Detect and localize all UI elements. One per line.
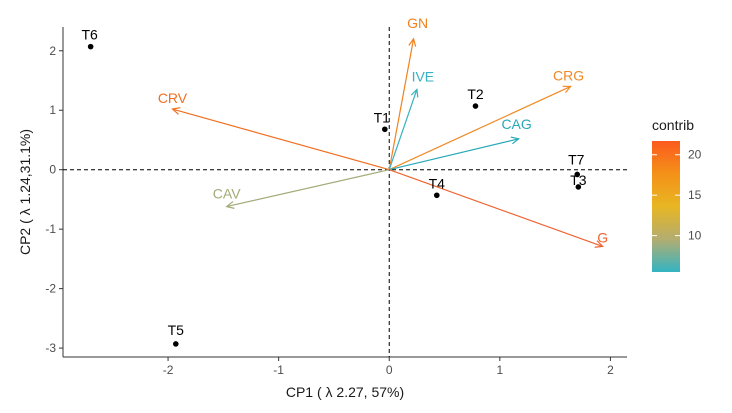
x-axis-title: CP1 ( λ 2.27, 57%) bbox=[286, 384, 404, 400]
arrow-shaft bbox=[389, 138, 519, 171]
observation-dot bbox=[574, 171, 581, 178]
variable-label: CAV bbox=[213, 186, 241, 202]
observation-points: T6 T1 T2 T4 T7 T3 T5 bbox=[81, 27, 587, 347]
variable-arrow-crg: CRG bbox=[388, 67, 584, 171]
variable-arrow-cag: CAG bbox=[389, 116, 532, 171]
x-tick-label: -2 bbox=[163, 363, 174, 377]
observation-t7: T7 bbox=[568, 151, 585, 178]
observation-dot bbox=[382, 126, 388, 133]
arrow-head bbox=[562, 85, 572, 94]
variable-arrow-ive: IVE bbox=[388, 68, 435, 170]
arrow-shaft bbox=[388, 89, 418, 170]
x-tick-label: 1 bbox=[496, 363, 503, 377]
arrow-head bbox=[510, 136, 520, 145]
variable-label: IVE bbox=[412, 68, 435, 84]
observation-t1: T1 bbox=[374, 109, 391, 133]
arrow-head bbox=[225, 201, 235, 209]
x-tick-label: 0 bbox=[386, 363, 393, 377]
arrow-shaft bbox=[388, 85, 571, 171]
observation-t2: T2 bbox=[467, 86, 484, 109]
legend-tick-label: 20 bbox=[688, 148, 702, 162]
arrow-head bbox=[410, 88, 419, 98]
observation-t5: T5 bbox=[168, 322, 185, 347]
legend-colorbar bbox=[652, 141, 680, 272]
observation-label: T7 bbox=[568, 151, 585, 167]
variable-arrow-crv: CRV bbox=[158, 90, 390, 171]
variable-label: CRV bbox=[158, 90, 188, 106]
observation-label: T2 bbox=[467, 86, 484, 102]
legend-tick-label: 10 bbox=[688, 229, 702, 243]
observation-t4: T4 bbox=[429, 175, 446, 199]
legend-title: contrib bbox=[652, 117, 694, 133]
legend-ticks: 10 15 20 bbox=[652, 148, 702, 243]
variable-arrow-cav: CAV bbox=[213, 169, 390, 209]
variable-label: GN bbox=[407, 15, 428, 31]
arrow-head bbox=[408, 37, 417, 47]
variable-arrow-g: G bbox=[389, 169, 608, 248]
x-tick-label: 2 bbox=[607, 363, 614, 377]
observation-label: T4 bbox=[429, 175, 446, 191]
observation-label: T6 bbox=[81, 27, 98, 43]
axes: -2 -1 0 1 2 -3 -2 -1 0 1 2 bbox=[45, 27, 627, 377]
y-tick-label: -1 bbox=[45, 222, 56, 236]
contrib-legend: contrib 10 15 20 bbox=[652, 117, 702, 272]
variable-label: CRG bbox=[553, 67, 584, 83]
y-tick-label: 0 bbox=[49, 163, 56, 177]
y-tick-label: 2 bbox=[49, 44, 56, 58]
y-tick-label: -3 bbox=[45, 341, 56, 355]
observation-label: T5 bbox=[168, 322, 185, 338]
variable-label: CAG bbox=[501, 116, 531, 132]
arrow-shaft bbox=[389, 169, 603, 247]
observation-dot bbox=[173, 341, 179, 347]
observation-t3: T3 bbox=[570, 172, 587, 190]
variable-arrow-gn: GN bbox=[388, 15, 428, 170]
reference-lines bbox=[63, 27, 627, 357]
arrow-head bbox=[594, 240, 604, 248]
observation-label: T1 bbox=[374, 109, 391, 125]
observation-t6: T6 bbox=[81, 27, 98, 50]
variable-arrows: GN IVE CRG CAG CRV CAV G bbox=[158, 15, 608, 248]
y-axis-title: CP2 ( λ 1.24,31.1%) bbox=[17, 129, 33, 255]
observation-dot bbox=[87, 43, 94, 50]
observation-dot bbox=[575, 184, 582, 190]
legend-tick-label: 15 bbox=[688, 188, 702, 202]
observation-dot bbox=[472, 103, 479, 109]
y-tick-label: 1 bbox=[49, 103, 56, 117]
arrow-shaft bbox=[388, 38, 415, 170]
arrow-shaft bbox=[172, 108, 390, 171]
y-tick-label: -2 bbox=[45, 282, 56, 296]
observation-label: T3 bbox=[570, 172, 587, 188]
arrow-shaft bbox=[226, 169, 390, 208]
variable-label: G bbox=[597, 229, 608, 245]
observation-dot bbox=[433, 192, 440, 199]
arrow-head bbox=[171, 107, 181, 115]
x-tick-label: -1 bbox=[273, 363, 284, 377]
